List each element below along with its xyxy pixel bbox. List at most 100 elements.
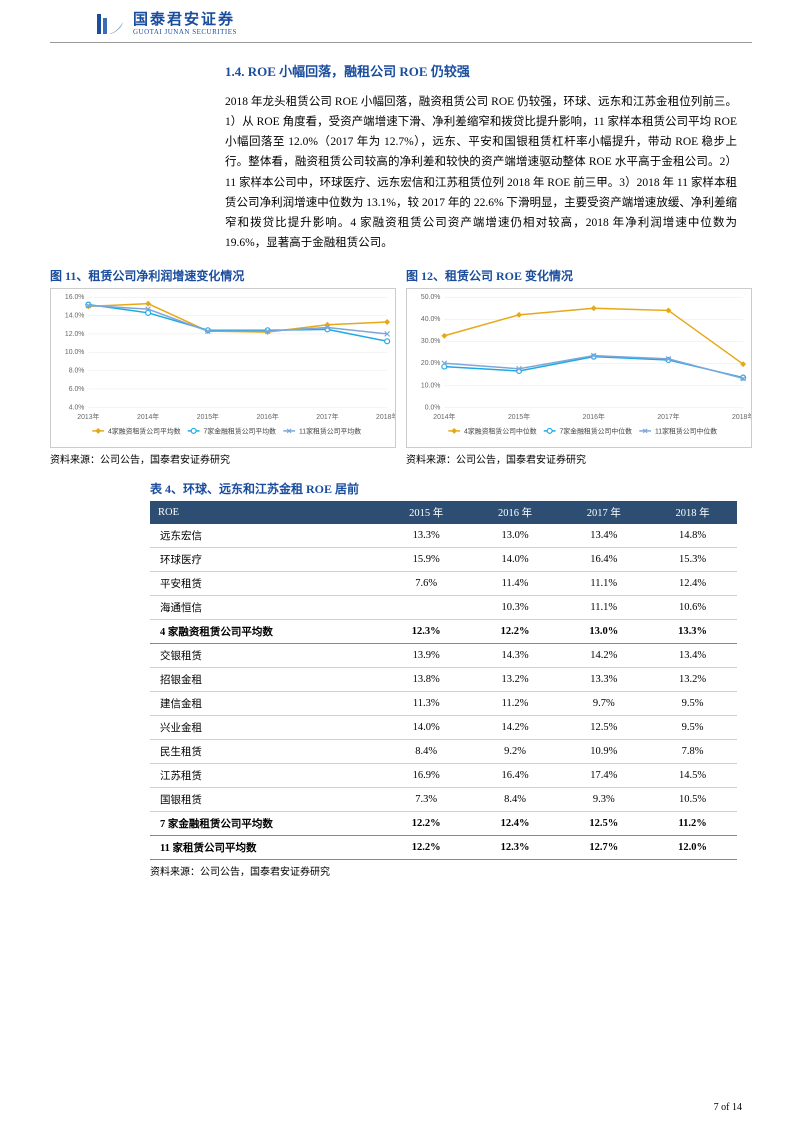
- table-col-header: 2015 年: [382, 501, 471, 524]
- table-4-title: 表 4、环球、远东和江苏金租 ROE 居前: [150, 480, 737, 497]
- table-cell: 兴业金租: [150, 716, 382, 740]
- table-body: 远东宏信13.3%13.0%13.4%14.8%环球医疗15.9%14.0%16…: [150, 524, 737, 860]
- table-header-row: ROE2015 年2016 年2017 年2018 年: [150, 501, 737, 524]
- table-row: 兴业金租14.0%14.2%12.5%9.5%: [150, 716, 737, 740]
- svg-text:4家融资租赁公司中位数: 4家融资租赁公司中位数: [464, 426, 537, 435]
- svg-text:2014年: 2014年: [433, 412, 455, 421]
- table-cell: 海通恒信: [150, 596, 382, 620]
- table-cell: 10.9%: [559, 740, 648, 764]
- chart-12-column: 图 12、租赁公司 ROE 变化情况 0.0%10.0%20.0%30.0%40…: [406, 267, 752, 466]
- table-cell: 民生租赁: [150, 740, 382, 764]
- svg-text:7家金融租赁公司中位数: 7家金融租赁公司中位数: [559, 426, 632, 435]
- page-number: 7 of 14: [714, 1102, 742, 1113]
- svg-text:2016年: 2016年: [257, 412, 279, 421]
- table-cell: 14.3%: [471, 644, 560, 668]
- table-cell: 12.4%: [648, 572, 737, 596]
- table-cell: 11.2%: [648, 812, 737, 836]
- svg-text:8.0%: 8.0%: [69, 368, 85, 375]
- table-cell: 10.3%: [471, 596, 560, 620]
- table-cell: 11.2%: [471, 692, 560, 716]
- table-cell: 12.0%: [648, 836, 737, 860]
- table-row: 建信金租11.3%11.2%9.7%9.5%: [150, 692, 737, 716]
- table-cell: 12.2%: [382, 812, 471, 836]
- table-col-header: 2016 年: [471, 501, 560, 524]
- svg-text:7家金融租赁公司平均数: 7家金融租赁公司平均数: [203, 426, 276, 435]
- table-row: 海通恒信 10.3%11.1%10.6%: [150, 596, 737, 620]
- table-cell: 12.2%: [382, 836, 471, 860]
- table-cell: 13.0%: [471, 524, 560, 548]
- table-cell: 招银金租: [150, 668, 382, 692]
- table-cell: 12.7%: [559, 836, 648, 860]
- table-cell: 14.2%: [559, 644, 648, 668]
- table-cell: 17.4%: [559, 764, 648, 788]
- table-cell: 7.8%: [648, 740, 737, 764]
- table-cell: 13.3%: [382, 524, 471, 548]
- table-cell: 9.5%: [648, 692, 737, 716]
- table-cell: 10.5%: [648, 788, 737, 812]
- chart-12-title: 图 12、租赁公司 ROE 变化情况: [406, 267, 752, 284]
- svg-text:16.0%: 16.0%: [65, 294, 85, 301]
- table-cell: 13.4%: [648, 644, 737, 668]
- table-cell: [382, 596, 471, 620]
- table-row: 民生租赁8.4%9.2%10.9%7.8%: [150, 740, 737, 764]
- table-row: 11 家租赁公司平均数12.2%12.3%12.7%12.0%: [150, 836, 737, 860]
- table-cell: 14.0%: [382, 716, 471, 740]
- table-cell: 16.4%: [559, 548, 648, 572]
- svg-text:0.0%: 0.0%: [425, 404, 441, 411]
- table-cell: 12.5%: [559, 716, 648, 740]
- table-cell: 12.2%: [471, 620, 560, 644]
- table-cell: 12.4%: [471, 812, 560, 836]
- table-row: 平安租赁7.6%11.4%11.1%12.4%: [150, 572, 737, 596]
- svg-text:10.0%: 10.0%: [65, 349, 85, 356]
- svg-text:12.0%: 12.0%: [65, 331, 85, 338]
- svg-text:20.0%: 20.0%: [421, 360, 441, 367]
- svg-text:2013年: 2013年: [77, 412, 99, 421]
- table-4-section: 表 4、环球、远东和江苏金租 ROE 居前 ROE2015 年2016 年201…: [150, 480, 737, 878]
- svg-text:2017年: 2017年: [316, 412, 338, 421]
- table-cell: 11.1%: [559, 572, 648, 596]
- table-row: 江苏租赁16.9%16.4%17.4%14.5%: [150, 764, 737, 788]
- table-cell: 13.2%: [471, 668, 560, 692]
- table-cell: 11.4%: [471, 572, 560, 596]
- table-cell: 10.6%: [648, 596, 737, 620]
- chart-11-title: 图 11、租赁公司净利润增速变化情况: [50, 267, 396, 284]
- svg-text:2018年: 2018年: [376, 412, 395, 421]
- page-header: 国泰君安证券 GUOTAI JUNAN SECURITIES: [50, 0, 752, 43]
- table-cell: 15.3%: [648, 548, 737, 572]
- company-logo-icon: [95, 12, 127, 38]
- table-col-header: 2018 年: [648, 501, 737, 524]
- table-cell: 平安租赁: [150, 572, 382, 596]
- table-cell: 远东宏信: [150, 524, 382, 548]
- table-cell: 13.4%: [559, 524, 648, 548]
- table-4-source: 资料来源：公司公告，国泰君安证券研究: [150, 863, 737, 878]
- table-cell: 12.3%: [471, 836, 560, 860]
- charts-row: 图 11、租赁公司净利润增速变化情况 4.0% 6.0% 8.0% 10.0% 12.0…: [50, 267, 752, 466]
- table-cell: 13.8%: [382, 668, 471, 692]
- svg-text:4.0%: 4.0%: [69, 404, 85, 411]
- svg-text:30.0%: 30.0%: [421, 338, 441, 345]
- roe-table: ROE2015 年2016 年2017 年2018 年 远东宏信13.3%13.…: [150, 501, 737, 860]
- table-row: 招银金租13.8%13.2%13.3%13.2%: [150, 668, 737, 692]
- table-cell: 13.9%: [382, 644, 471, 668]
- svg-text:11家租赁公司平均数: 11家租赁公司平均数: [299, 426, 361, 435]
- table-cell: 8.4%: [382, 740, 471, 764]
- table-cell: 13.3%: [559, 668, 648, 692]
- table-cell: 11 家租赁公司平均数: [150, 836, 382, 860]
- svg-text:6.0%: 6.0%: [69, 386, 85, 393]
- chart-11-source: 资料来源：公司公告，国泰君安证券研究: [50, 451, 396, 466]
- table-cell: 12.5%: [559, 812, 648, 836]
- table-cell: 14.5%: [648, 764, 737, 788]
- body-paragraph: 2018 年龙头租赁公司 ROE 小幅回落，融资租赁公司 ROE 仍较强，环球、…: [225, 92, 737, 253]
- table-cell: 13.0%: [559, 620, 648, 644]
- table-cell: 环球医疗: [150, 548, 382, 572]
- company-name-cn: 国泰君安证券: [133, 13, 237, 28]
- table-cell: 16.4%: [471, 764, 560, 788]
- table-cell: 9.2%: [471, 740, 560, 764]
- table-cell: 14.0%: [471, 548, 560, 572]
- table-row: 4 家融资租赁公司平均数12.3%12.2%13.0%13.3%: [150, 620, 737, 644]
- table-cell: 16.9%: [382, 764, 471, 788]
- table-cell: 9.5%: [648, 716, 737, 740]
- table-cell: 江苏租赁: [150, 764, 382, 788]
- section-heading: ROE 小幅回落，融租公司 ROE 仍较强: [248, 64, 470, 79]
- table-cell: 11.1%: [559, 596, 648, 620]
